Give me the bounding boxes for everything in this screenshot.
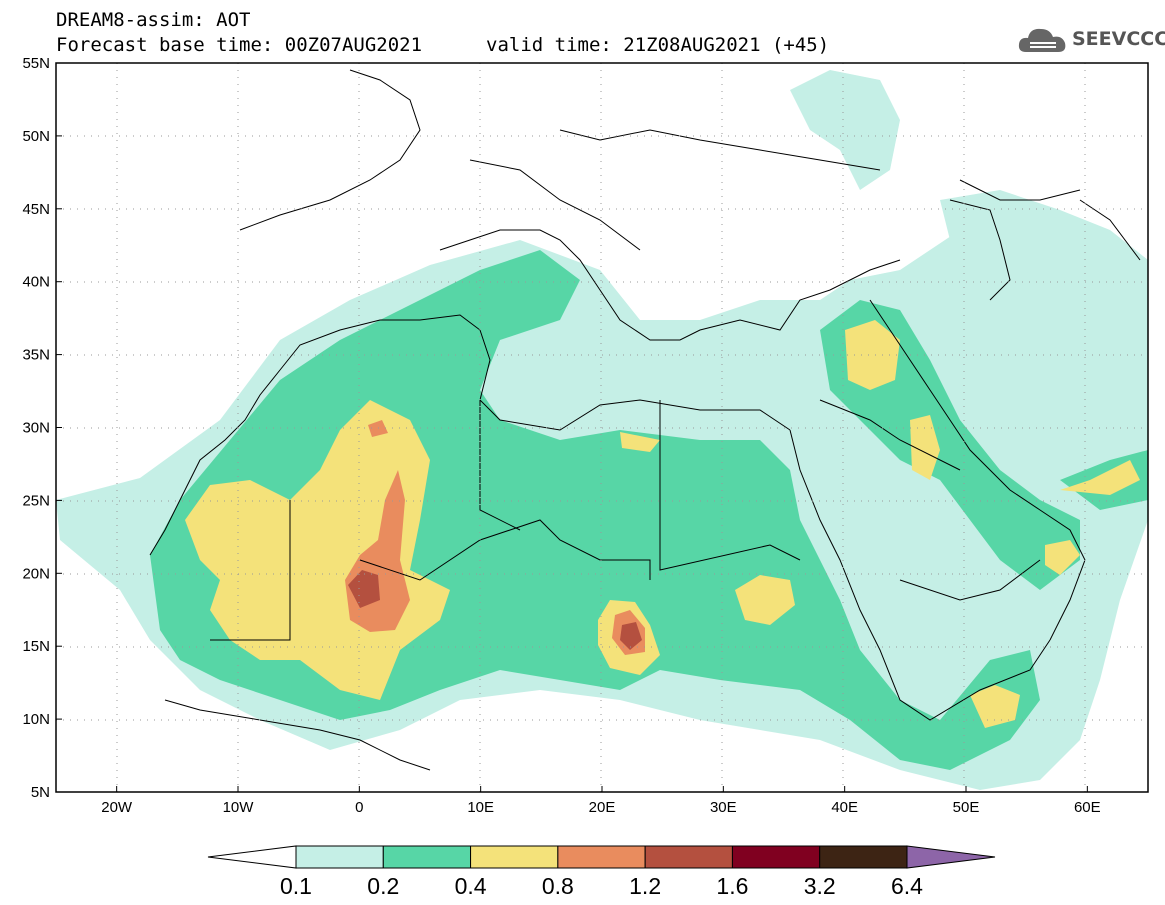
aot-0.4-region-8 bbox=[970, 685, 1020, 728]
lat-label-35N: 35N bbox=[22, 347, 50, 364]
lon-label-10E: 10E bbox=[467, 799, 494, 816]
valid-time: valid time: 21Z08AUG2021 (+45) bbox=[486, 34, 830, 56]
lat-label-50N: 50N bbox=[22, 128, 50, 145]
colorbar-segment bbox=[557, 845, 646, 869]
lon-label-20W: 20W bbox=[101, 799, 133, 816]
lat-label-25N: 25N bbox=[22, 492, 50, 509]
seevccc-logo: SEEVCCC bbox=[1016, 22, 1165, 58]
colorbar: 0.1 0.2 0.4 0.8 1.2 1.6 3.2 6.4 bbox=[207, 845, 996, 899]
colorbar-segment bbox=[644, 845, 733, 869]
aot-0.4-region-7 bbox=[1045, 540, 1080, 575]
lon-label-10W: 10W bbox=[223, 799, 255, 816]
lon-label-50E: 50E bbox=[953, 799, 980, 816]
lat-label-55N: 55N bbox=[22, 55, 50, 72]
cloud-icon bbox=[1018, 28, 1066, 52]
lat-label-5N: 5N bbox=[31, 784, 50, 801]
aot-0.4-region-5 bbox=[910, 415, 940, 480]
colorbar-segment bbox=[382, 845, 472, 869]
colorbar-segment bbox=[819, 845, 908, 869]
lon-label-40E: 40E bbox=[831, 799, 858, 816]
latitude-ticks: 55N 50N 45N 40N 35N 30N 25N 20N 15N 10N 5N bbox=[22, 55, 62, 801]
longitude-ticks: 20W 10W 0 10E 20E 30E 40E 50E 60E bbox=[101, 786, 1101, 816]
colorbar-segment bbox=[295, 845, 384, 869]
aot-0.1-region-north bbox=[790, 70, 900, 190]
colorbar-max-arrow bbox=[906, 845, 996, 869]
lat-label-15N: 15N bbox=[22, 638, 50, 655]
colorbar-label-0.1: 0.1 bbox=[280, 873, 312, 899]
colorbar-label-1.6: 1.6 bbox=[716, 873, 748, 899]
aot-0.4-region-6 bbox=[1060, 460, 1140, 495]
aot-0.4-region-4 bbox=[845, 320, 900, 390]
colorbar-label-0.2: 0.2 bbox=[367, 873, 399, 899]
colorbar-segment bbox=[470, 845, 559, 869]
colorbar-label-6.4: 6.4 bbox=[891, 873, 923, 899]
colorbar-label-1.2: 1.2 bbox=[629, 873, 661, 899]
lat-label-30N: 30N bbox=[22, 420, 50, 437]
colorbar-segment bbox=[731, 845, 821, 869]
lat-label-10N: 10N bbox=[22, 711, 50, 728]
aot-0.4-region-9 bbox=[620, 432, 660, 452]
map-title: DREAM8-assim: AOT bbox=[56, 9, 251, 31]
logo-text: SEEVCCC bbox=[1072, 28, 1165, 50]
lat-label-40N: 40N bbox=[22, 274, 50, 291]
graticule bbox=[56, 63, 1148, 792]
forecast-base-time: Forecast base time: 00Z07AUG2021 bbox=[56, 34, 423, 56]
colorbar-label-0.8: 0.8 bbox=[542, 873, 574, 899]
lat-label-45N: 45N bbox=[22, 201, 50, 218]
aot-0.4-region-3 bbox=[735, 575, 795, 625]
colorbar-label-3.2: 3.2 bbox=[804, 873, 836, 899]
aot-1.2-region-2 bbox=[620, 622, 642, 650]
lat-label-20N: 20N bbox=[22, 565, 50, 582]
aot-1.2-region bbox=[348, 570, 380, 608]
colorbar-min-arrow bbox=[207, 845, 297, 869]
lon-label-60E: 60E bbox=[1074, 799, 1101, 816]
colorbar-label-0.4: 0.4 bbox=[455, 873, 487, 899]
lon-label-0: 0 bbox=[355, 799, 363, 816]
lon-label-30E: 30E bbox=[710, 799, 737, 816]
coastlines bbox=[149, 69, 1141, 771]
lon-label-20E: 20E bbox=[589, 799, 616, 816]
aot-field bbox=[56, 70, 1148, 790]
